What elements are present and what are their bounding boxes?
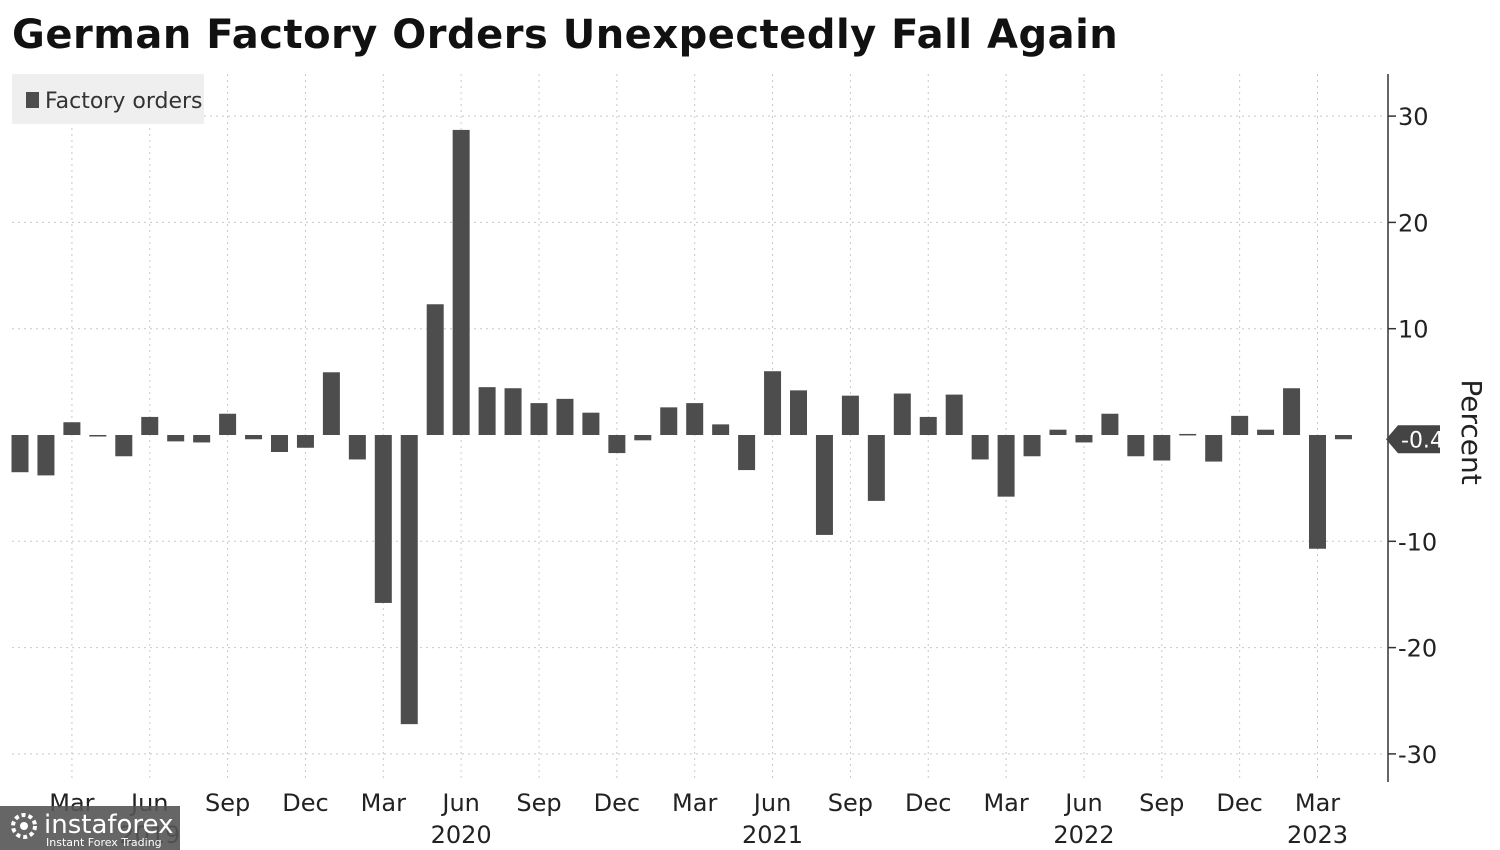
bar-2020-01 <box>322 372 340 435</box>
y-tick-label: 20 <box>1398 209 1429 237</box>
y-axis-title: Percent <box>1455 379 1488 484</box>
x-year-label: 2020 <box>431 821 492 849</box>
bar-2019-05 <box>115 435 133 457</box>
bar-2022-08 <box>1127 435 1145 457</box>
x-tick-label: Jun <box>1063 789 1103 817</box>
bar-2021-12 <box>919 416 937 435</box>
legend-label: Factory orders <box>45 89 202 114</box>
bar-2019-06 <box>141 416 159 435</box>
bar-2020-08 <box>504 388 522 435</box>
bar-2022-01 <box>945 394 963 435</box>
x-tick-label: Sep <box>1139 789 1184 817</box>
legend: Factory orders <box>12 74 204 124</box>
x-tick-label: Jun <box>440 789 480 817</box>
bar-2019-12 <box>296 435 314 448</box>
y-tick-label: -30 <box>1398 741 1437 769</box>
bar-2023-04 <box>1334 435 1352 440</box>
bar-2021-02 <box>660 407 678 435</box>
x-tick-label: Dec <box>282 789 328 817</box>
bar-2023-03 <box>1309 435 1326 549</box>
bar-2020-06 <box>452 129 470 435</box>
y-axis: 30 20 10 -10 -20 -30 <box>1387 74 1437 782</box>
bar-2021-10 <box>867 435 885 501</box>
bar-2021-04 <box>712 424 730 435</box>
x-tick-label: Jun <box>752 789 792 817</box>
x-tick-label: Sep <box>205 789 250 817</box>
x-year-label: 2021 <box>742 821 803 849</box>
x-tick-label: Dec <box>905 789 951 817</box>
bar-2020-12 <box>608 435 626 454</box>
chart-title: German Factory Orders Unexpectedly Fall … <box>12 12 1119 58</box>
bar-2020-03 <box>374 435 392 603</box>
watermark-tagline: Instant Forex Trading <box>46 836 162 849</box>
bar-2022-06 <box>1075 435 1093 443</box>
bar-2022-10 <box>1179 433 1197 436</box>
bar-2021-08 <box>815 435 833 535</box>
x-tick-label: Sep <box>828 789 873 817</box>
bar-2019-01 <box>11 435 29 473</box>
bar-2019-02 <box>37 435 55 476</box>
bar-2022-09 <box>1153 435 1171 461</box>
watermark-brand: instaforex <box>44 810 173 840</box>
watermark-background <box>0 806 180 850</box>
bar-2019-08 <box>193 435 211 443</box>
bar-2023-02 <box>1283 388 1301 435</box>
callout-marker <box>1386 425 1440 454</box>
bar-2023-01 <box>1257 429 1275 435</box>
bar-2019-11 <box>271 435 288 453</box>
bar-2019-09 <box>219 413 237 435</box>
bar-2020-02 <box>348 435 366 460</box>
x-tick-label: Dec <box>1216 789 1262 817</box>
x-tick-label: Sep <box>516 789 561 817</box>
bar-2020-11 <box>582 412 600 435</box>
watermark: instaforex Instant Forex Trading <box>0 806 180 850</box>
bar-2022-05 <box>1049 429 1067 435</box>
y-tick-label: 30 <box>1398 103 1429 131</box>
instaforex-logo-icon <box>11 813 37 839</box>
bar-2019-07 <box>167 435 185 442</box>
bar-2021-03 <box>686 403 704 435</box>
bar-2021-09 <box>841 395 859 435</box>
bar-2020-09 <box>530 403 548 435</box>
bar-2019-04 <box>89 435 107 437</box>
y-tick-label: 10 <box>1398 316 1429 344</box>
legend-swatch <box>26 92 39 108</box>
bar-2022-03 <box>997 435 1015 497</box>
callout-value: -0.4 <box>1401 428 1444 453</box>
x-year-label: 2023 <box>1287 821 1348 849</box>
x-tick-label: Mar <box>361 789 406 817</box>
bar-2022-02 <box>971 435 989 460</box>
bar-2021-07 <box>790 390 807 435</box>
x-axis-labels: Mar Jun Sep Dec Mar Jun Sep Dec Mar Jun Sep Dec Mar J… <box>49 789 1348 849</box>
bar-2022-12 <box>1231 415 1249 435</box>
x-tick-label: Dec <box>594 789 640 817</box>
bar-2021-05 <box>738 435 756 471</box>
x-year-label: 2022 <box>1053 821 1114 849</box>
bar-layer <box>11 129 1352 725</box>
bar-2022-11 <box>1205 435 1223 462</box>
bar-2022-07 <box>1101 413 1119 435</box>
x-tick-label: Mar <box>983 789 1028 817</box>
bar-2020-05 <box>426 304 444 435</box>
bar-2022-04 <box>1023 435 1041 457</box>
bar-2019-03 <box>63 422 81 435</box>
x-tick-label: Mar <box>1295 789 1340 817</box>
y-tick-label: -10 <box>1398 528 1437 556</box>
bar-2020-07 <box>478 387 496 435</box>
last-value-callout: -0.4 <box>1386 425 1444 454</box>
bar-2021-11 <box>893 393 911 435</box>
bar-2021-06 <box>764 371 782 435</box>
x-tick-label: Mar <box>672 789 717 817</box>
bar-2019-10 <box>245 435 263 440</box>
legend-background <box>12 74 204 124</box>
bar-2020-10 <box>556 398 574 435</box>
bar-2021-01 <box>634 435 652 441</box>
bar-2020-04 <box>400 435 418 725</box>
y-tick-label: -20 <box>1398 635 1437 663</box>
